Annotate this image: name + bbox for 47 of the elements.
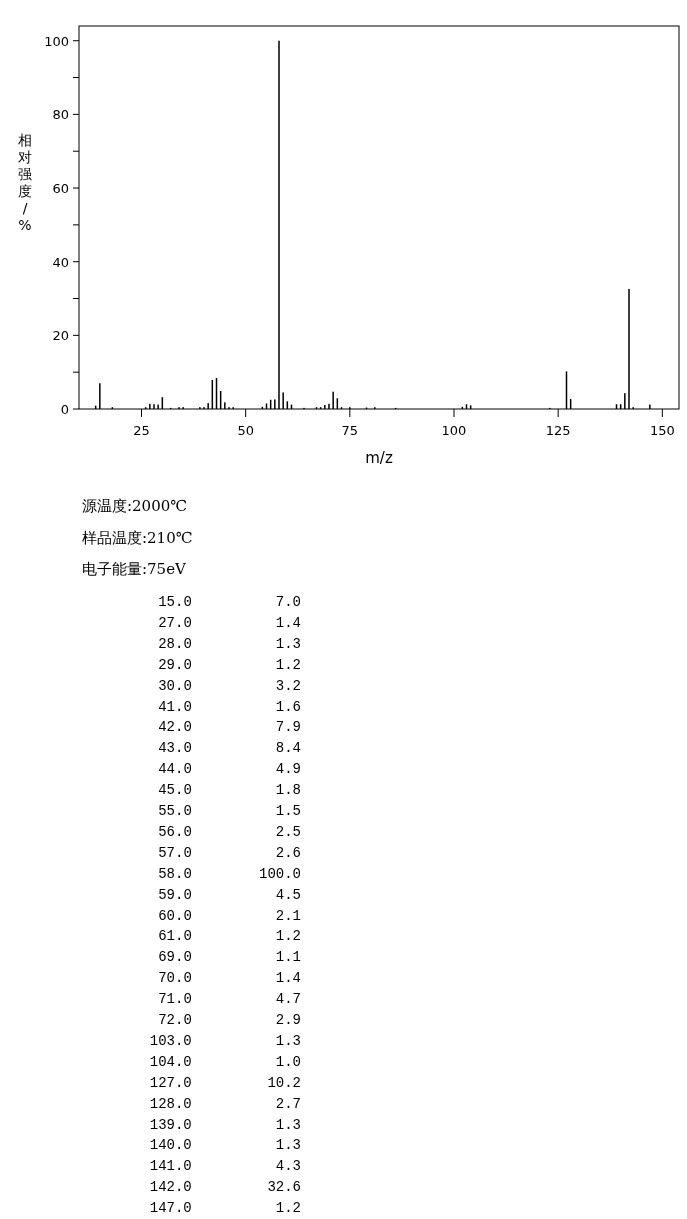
text: 103.0 1.3 [149,1032,301,1049]
text: 56.0 2.5 [158,823,301,840]
text: 59.0 4.5 [158,886,301,903]
text: 60.0 2.1 [158,907,301,924]
y-axis-title: 相对强度/% [18,132,32,233]
text: 41.0 1.6 [158,698,301,715]
text: 源温度:2000℃ [82,497,188,515]
x-tick-label: 25 [133,423,150,438]
y-tick-label: 20 [52,328,69,344]
y-tick-label: 0 [60,402,69,417]
x-tick-label: 125 [545,423,571,438]
y-tick-label: 40 [52,254,69,270]
x-tick-label: 50 [237,423,254,438]
text: 30.0 3.2 [158,677,301,694]
text: 44.0 4.9 [158,761,301,778]
text: 27.0 1.4 [158,614,301,631]
text: 142.0 32.6 [149,1179,301,1196]
y-tick-label: 60 [52,181,69,197]
x-axis-title: m/z [365,449,393,467]
text: 69.0 1.1 [158,949,301,966]
text: 140.0 1.3 [149,1137,301,1154]
text: 43.0 8.4 [158,740,301,757]
text: 57.0 2.6 [158,844,301,861]
text: 61.0 1.2 [158,928,301,945]
x-tick-label: 100 [441,423,467,438]
text: 139.0 1.3 [149,1116,301,1133]
text: 29.0 1.2 [158,656,301,673]
text: 电子能量:75eV [82,560,188,578]
text: 71.0 4.7 [158,991,301,1008]
text: 128.0 2.7 [149,1095,301,1112]
text: 147.0 1.2 [149,1200,301,1217]
text: 141.0 4.3 [149,1158,301,1175]
y-tick-label: 80 [52,107,69,123]
text: 28.0 1.3 [158,635,301,652]
text: 127.0 10.2 [149,1074,301,1091]
text: 42.0 7.9 [158,719,301,736]
text: 104.0 1.0 [149,1053,301,1070]
text: 样品温度:210℃ [82,528,193,547]
x-tick-label: 150 [649,423,675,438]
x-tick-label: 75 [341,423,359,438]
y-tick-label: 100 [44,33,69,49]
text: 15.0 7.0 [158,594,301,610]
text: 55.0 1.5 [158,803,301,819]
text: 45.0 1.8 [158,782,301,799]
text: 70.0 1.4 [158,970,301,987]
text: 58.0 100.0 [158,865,301,882]
text: 72.0 2.9 [158,1012,301,1028]
